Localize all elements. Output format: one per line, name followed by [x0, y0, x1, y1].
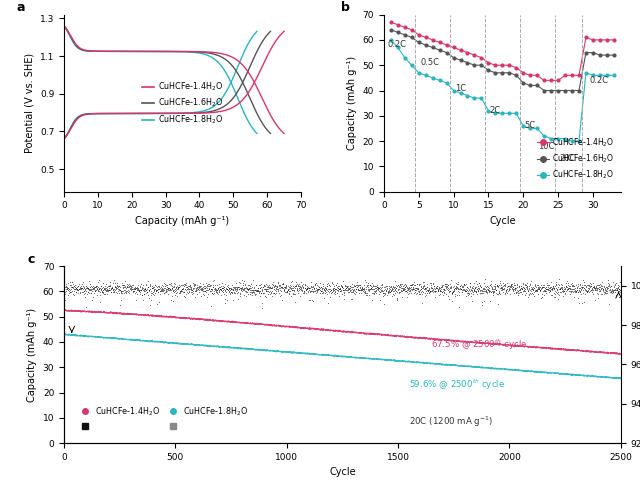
Text: 1C: 1C	[455, 83, 466, 93]
Y-axis label: Capacity (mAh g⁻¹): Capacity (mAh g⁻¹)	[28, 308, 37, 402]
Text: 0.2C: 0.2C	[387, 40, 406, 50]
X-axis label: Capacity (mAh g⁻¹): Capacity (mAh g⁻¹)	[136, 216, 230, 226]
Legend: CuHCFe-1.4H$_2$O, CuHCFe-1.6H$_2$O, CuHCFe-1.8H$_2$O: CuHCFe-1.4H$_2$O, CuHCFe-1.6H$_2$O, CuHC…	[534, 133, 617, 185]
Text: 59.6% @ 2500$^{th}$ cycle: 59.6% @ 2500$^{th}$ cycle	[409, 377, 506, 392]
Y-axis label: Potential (V vs. SHE): Potential (V vs. SHE)	[24, 53, 35, 153]
Text: 10C: 10C	[539, 142, 555, 150]
Y-axis label: Capacity (mAh g⁻¹): Capacity (mAh g⁻¹)	[347, 56, 357, 150]
Legend: CuHCFe-1.4H$_2$O, CuHCFe-1.6H$_2$O, CuHCFe-1.8H$_2$O: CuHCFe-1.4H$_2$O, CuHCFe-1.6H$_2$O, CuHC…	[139, 77, 226, 129]
Text: 0.5C: 0.5C	[420, 58, 439, 67]
Text: 67.5% @ 2500$^{th}$ cycle: 67.5% @ 2500$^{th}$ cycle	[431, 338, 528, 352]
Text: 20C: 20C	[559, 154, 576, 163]
Text: 20C (1200 mA g$^{-1}$): 20C (1200 mA g$^{-1}$)	[409, 415, 493, 430]
Text: 2C: 2C	[490, 106, 501, 115]
Legend: CuHCFe-1.4H$_2$O, , CuHCFe-1.8H$_2$O, : CuHCFe-1.4H$_2$O, , CuHCFe-1.8H$_2$O,	[74, 402, 252, 434]
Text: 5C: 5C	[525, 121, 536, 131]
X-axis label: Cycle: Cycle	[489, 216, 516, 226]
Text: a: a	[17, 1, 25, 14]
Text: 0.2C: 0.2C	[589, 76, 609, 85]
Text: c: c	[28, 253, 35, 265]
Text: b: b	[341, 1, 350, 14]
X-axis label: Cycle: Cycle	[329, 468, 356, 477]
